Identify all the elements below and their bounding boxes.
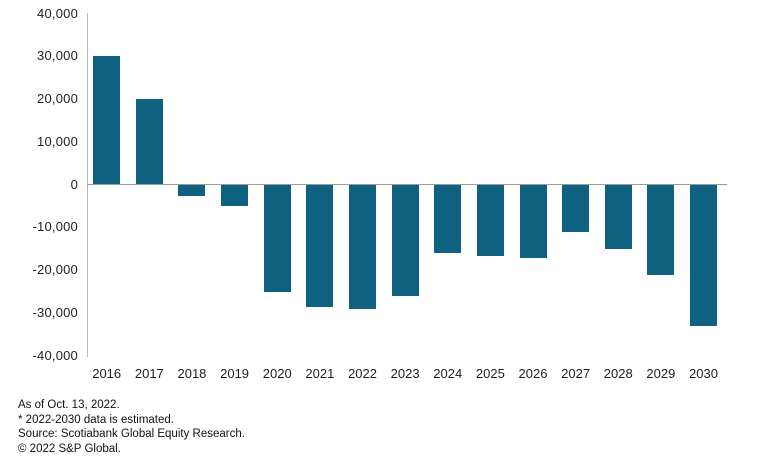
bar-2024 xyxy=(434,185,462,254)
y-tick-label: 20,000 xyxy=(37,91,78,106)
bar-2023 xyxy=(391,185,419,297)
y-tick-label: 40,000 xyxy=(37,5,78,21)
zero-baseline xyxy=(87,184,727,185)
x-tick-label: 2027 xyxy=(561,366,591,381)
bar-2016 xyxy=(93,55,121,184)
x-tick-label: 2029 xyxy=(646,366,676,381)
y-tick-label: 30,000 xyxy=(37,48,78,64)
bar-2028 xyxy=(604,185,632,250)
y-tick-label: -40,000 xyxy=(32,347,78,363)
bar-2026 xyxy=(519,185,547,258)
bar-chart: 40,000 30,000 20,000 10,000 0 -10,000 -20,000 -… xyxy=(32,5,727,381)
x-tick-label: 2022 xyxy=(348,366,377,381)
bar-2029 xyxy=(647,185,675,275)
footnote-source: Source: Scotiabank Global Equity Researc… xyxy=(18,428,245,440)
y-tick-label: -10,000 xyxy=(32,219,78,235)
chart-footnotes: As of Oct. 13, 2022. * 2022-2030 data is… xyxy=(18,398,245,456)
y-tick-label: 10,000 xyxy=(37,133,78,149)
x-tick-label: 2030 xyxy=(689,366,718,381)
x-tick-label: 2026 xyxy=(518,366,548,381)
bar-2019 xyxy=(221,185,249,207)
x-tick-label: 2017 xyxy=(134,366,164,381)
bar-2020 xyxy=(263,185,291,292)
x-tick-label: 2018 xyxy=(177,366,207,381)
x-tick-label: 2023 xyxy=(390,366,420,381)
bar-2025 xyxy=(476,185,504,256)
bar-2018 xyxy=(178,185,206,196)
x-tick-label: 2025 xyxy=(475,366,505,381)
x-tick-label: 2020 xyxy=(262,366,292,381)
x-tick-label: 2021 xyxy=(305,366,335,381)
footnote-as-of-date: As of Oct. 13, 2022. xyxy=(18,399,120,411)
x-tick-label: 2028 xyxy=(603,366,633,381)
footnote-estimate-note: * 2022-2030 data is estimated. xyxy=(18,413,174,426)
bar-2021 xyxy=(306,185,334,307)
bar-2017 xyxy=(135,98,163,184)
y-tick-label: -30,000 xyxy=(32,304,78,320)
x-tick-label: 2024 xyxy=(433,366,463,381)
bar-2030 xyxy=(690,185,718,327)
y-axis-line xyxy=(86,13,88,357)
x-tick-label: 2016 xyxy=(92,366,122,381)
y-tick-label: 0 xyxy=(70,176,78,192)
bar-2022 xyxy=(348,185,376,309)
bar-2027 xyxy=(562,185,590,233)
x-tick-label: 2019 xyxy=(220,366,250,381)
footnote-copyright: © 2022 S&P Global. xyxy=(18,442,121,455)
y-tick-label: -20,000 xyxy=(32,262,78,277)
